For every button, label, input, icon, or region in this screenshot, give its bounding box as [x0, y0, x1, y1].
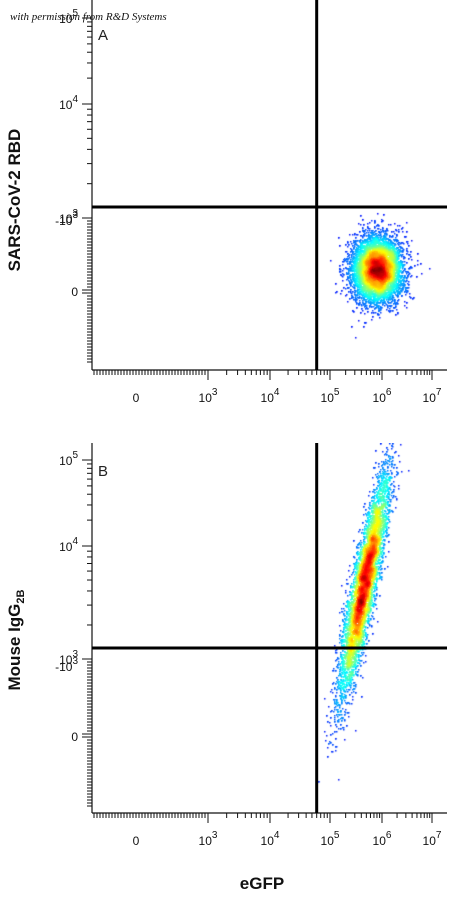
panel-b-ticks [82, 459, 433, 823]
x-tick-label-exponent: 5 [334, 387, 340, 398]
y-tick-label-base: -10 [55, 214, 73, 228]
y-tick-label-base: 10 [59, 653, 73, 667]
y-tick-label: -103 [55, 210, 78, 228]
x-tick-label-exponent: 3 [212, 830, 218, 841]
y-tick-label-exponent: 3 [72, 208, 78, 219]
panel-b-y-axis-title-main: Mouse IgG [5, 604, 24, 691]
x-tick-label: 103 [199, 387, 218, 405]
x-tick-label-base: 10 [423, 391, 437, 405]
y-tick-label-exponent: 3 [72, 649, 78, 660]
x-tick-label-exponent: 5 [334, 830, 340, 841]
x-tick-label-base: 10 [373, 834, 387, 848]
y-tick-label-exponent: 4 [72, 536, 78, 547]
x-tick-label: 105 [321, 387, 340, 405]
y-tick-label-base: 10 [59, 540, 73, 554]
x-tick-label: 106 [373, 387, 392, 405]
panel-a-label: A [98, 27, 108, 44]
x-tick-label-base: 10 [321, 834, 335, 848]
y-tick-label-base: 0 [71, 285, 78, 299]
y-tick-label-base: 10 [59, 454, 73, 468]
y-tick-label: -103 [55, 656, 78, 674]
x-tick-label-exponent: 3 [212, 387, 218, 398]
y-tick-label-base: 0 [71, 730, 78, 744]
x-tick-label-base: 10 [199, 391, 213, 405]
y-tick-label-exponent: 5 [72, 450, 78, 461]
x-axis-title: eGFP [240, 874, 284, 893]
x-tick-label-base: 10 [321, 391, 335, 405]
panel-a-ticks [82, 17, 433, 380]
y-tick-label-exponent: 3 [72, 656, 78, 667]
y-tick-label: 105 [59, 8, 78, 26]
y-tick-label: 103 [59, 649, 78, 667]
x-tick-label: 0 [133, 391, 140, 405]
y-tick-label-base: -10 [55, 660, 73, 674]
y-tick-label: 105 [59, 450, 78, 468]
x-tick-label-exponent: 6 [386, 387, 392, 398]
x-tick-label: 107 [423, 387, 442, 405]
x-tick-label: 0 [133, 834, 140, 848]
panel-b-density-layer [92, 443, 447, 813]
panel-b-y-axis-title: Mouse IgG2B [5, 589, 27, 690]
x-tick-label-exponent: 7 [436, 387, 442, 398]
y-tick-label: 0 [71, 285, 78, 299]
y-tick-label-base: 10 [59, 98, 73, 112]
y-tick-label-exponent: 5 [72, 8, 78, 19]
y-tick-label: 104 [59, 536, 78, 554]
y-tick-label-base: 10 [59, 12, 73, 26]
x-tick-label-exponent: 7 [436, 830, 442, 841]
x-tick-label: 106 [373, 830, 392, 848]
panel-a-density-plot [92, 0, 447, 370]
x-tick-label-base: 10 [423, 834, 437, 848]
x-tick-label-exponent: 4 [274, 387, 280, 398]
y-tick-label-base: 10 [59, 212, 73, 226]
x-tick-label-base: 10 [373, 391, 387, 405]
panel-a-y-axis-title: SARS-CoV-2 RBD [5, 129, 24, 272]
x-tick-label: 104 [261, 830, 280, 848]
x-tick-label-exponent: 6 [386, 830, 392, 841]
x-tick-label-base: 10 [261, 391, 275, 405]
x-tick-label-exponent: 4 [274, 830, 280, 841]
panel-b-density-plot [92, 443, 447, 813]
panel-a-density-layer [92, 0, 447, 370]
x-tick-label: 104 [261, 387, 280, 405]
x-tick-label: 105 [321, 830, 340, 848]
y-tick-label: 104 [59, 94, 78, 112]
y-tick-label-exponent: 4 [72, 94, 78, 105]
x-tick-label: 103 [199, 830, 218, 848]
panel-b-y-axis-title-sub: 2B [15, 589, 27, 603]
x-tick-label-base: 0 [133, 391, 140, 405]
y-tick-label: 103 [59, 208, 78, 226]
panel-b-label: B [98, 463, 108, 480]
x-tick-label-base: 0 [133, 834, 140, 848]
x-tick-label: 107 [423, 830, 442, 848]
y-tick-label-exponent: 3 [72, 210, 78, 221]
y-tick-label: 0 [71, 730, 78, 744]
x-tick-label-base: 10 [199, 834, 213, 848]
x-tick-label-base: 10 [261, 834, 275, 848]
